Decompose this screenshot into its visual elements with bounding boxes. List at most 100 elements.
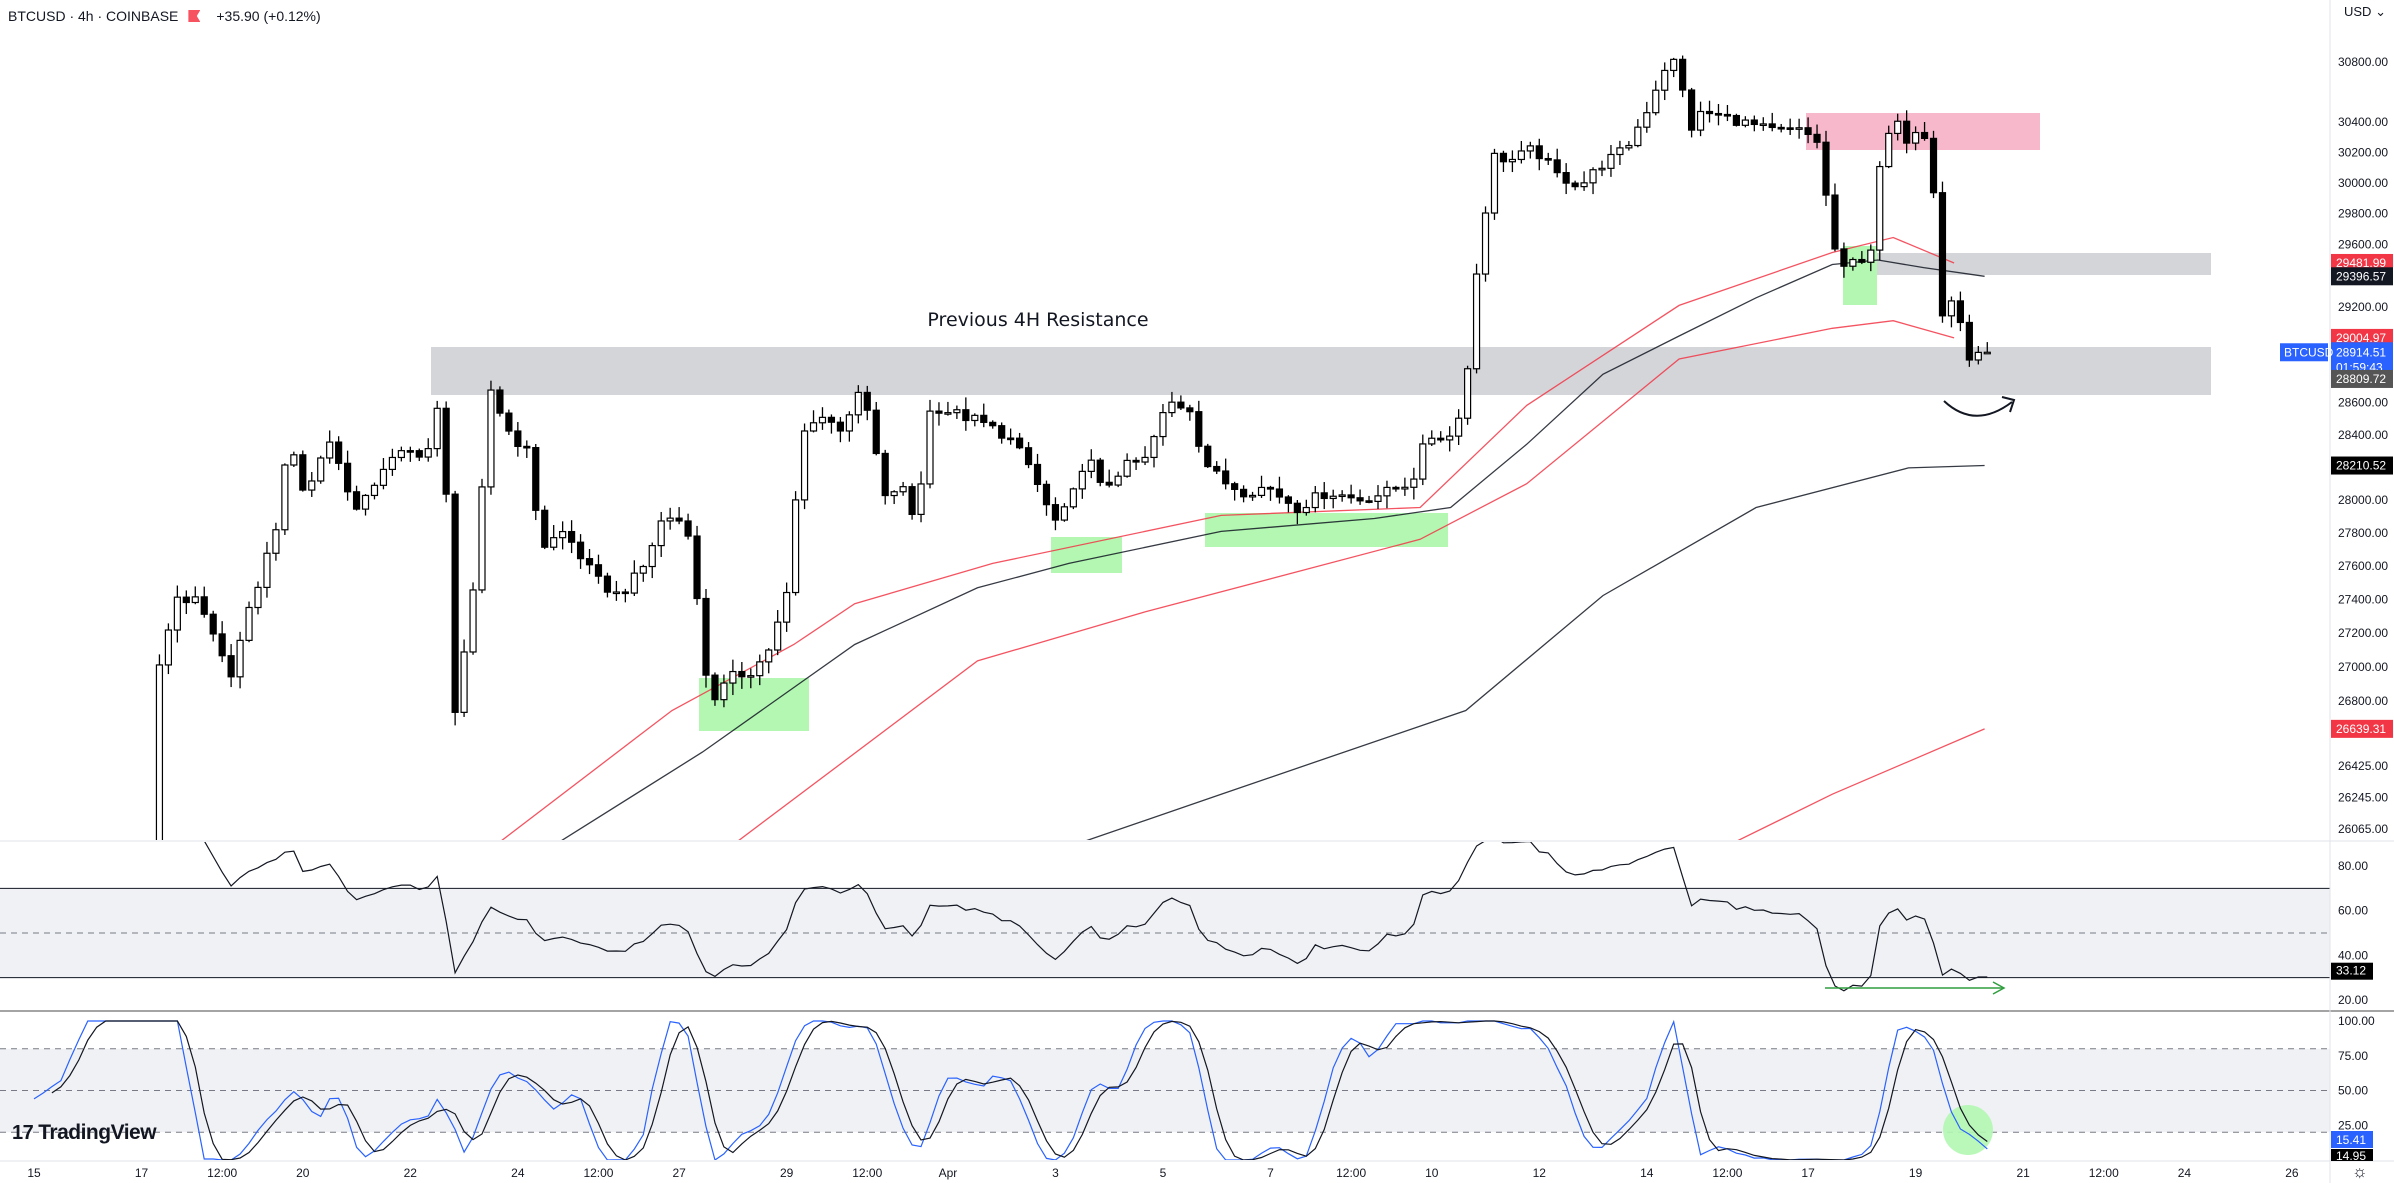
price-tick-label: 26065.00 [2338,822,2388,836]
candle [1616,140,1624,166]
candle-body-up [1463,368,1472,419]
candle-body-up [1311,492,1319,509]
candle [182,590,190,615]
stoch-d-line [51,1020,1988,1160]
candle [666,507,674,530]
candle-body-up [917,483,925,516]
candle [1168,391,1176,418]
candle [1929,130,1938,199]
candle-body-down [1956,300,1965,324]
candle-body-down [1553,159,1561,174]
symbol-title[interactable]: BTCUSD · 4h · COINBASE [8,8,179,24]
candle-body-down [1831,194,1839,250]
candle [1437,431,1445,443]
candle-body-up [1911,131,1920,144]
candle-body-up [139,851,145,858]
price-tick-label: 27600.00 [2338,559,2388,573]
candle-body-down [585,558,594,566]
flag-icon[interactable] [188,10,201,22]
symbol-tag[interactable] [2280,343,2328,362]
rsi-value: 33.12 [2336,964,2366,978]
candle-body-down [1195,411,1203,447]
candle [989,420,997,429]
candle [1544,152,1552,165]
candle [1885,125,1893,169]
candle-body-up [1114,475,1122,486]
tradingview-logo[interactable]: 17 TradingView [12,1121,157,1145]
candle-body-down [1347,494,1355,499]
candle-body-up [370,484,379,497]
time-tick-label: 24 [2178,1166,2192,1180]
candle [1607,145,1615,177]
candle-body-up [1759,123,1767,127]
candle [1293,500,1301,525]
candle-body-down [1903,120,1911,144]
time-tick-label: Apr [939,1166,958,1180]
candle [1401,477,1409,496]
candle [774,610,782,656]
candle-body-up [550,537,558,548]
time-tick-label: 21 [2016,1166,2030,1180]
candle-body-up [388,456,396,471]
candle [872,401,880,456]
candle [818,407,827,430]
candle-body-up [164,629,172,666]
time-tick-label: 15 [27,1166,41,1180]
candle-body-up [1410,478,1418,488]
candle-body-up [845,414,853,432]
price-tag-value: 29396.57 [2336,269,2386,283]
candle [1768,112,1776,132]
candle-body-up [103,878,109,885]
price-tag [2331,267,2393,286]
candle-body-up [1481,212,1490,275]
currency-selector[interactable]: USD ⌄ [2344,4,2386,20]
candle [809,410,818,433]
candle [478,478,486,594]
candle [1087,449,1095,479]
candle [1974,346,1982,365]
candle-body-up [774,621,782,651]
settings-gear-icon[interactable]: ☼ [2352,1162,2368,1181]
candle-body-up [1141,456,1149,463]
candle-body-up [1248,494,1257,498]
price-tick-label: 26800.00 [2338,694,2388,708]
candle [1849,257,1857,271]
candle [1679,55,1687,98]
candle-body-down [684,520,692,537]
candle-body-up [155,664,164,840]
candle [971,413,979,427]
time-axis[interactable]: 15 17 12:00 20 22 24 12:00 27 29 12:00 Apr 3 5 7 12:00… [27,1166,2299,1180]
candle [729,659,737,696]
candle-body-down [514,430,522,447]
candle [765,648,773,674]
candle [1903,110,1911,154]
candle-body-down [711,674,719,701]
candle [1490,148,1499,220]
candle [514,422,522,457]
candle [567,520,576,554]
candle-body-up [487,389,495,488]
candle [1571,180,1579,191]
candle [1177,395,1185,410]
tradingview-mark-icon: 17 [12,1121,34,1144]
candle-body-up [173,596,181,631]
candle-body-up [1490,152,1499,214]
candle-body-up [1446,435,1454,441]
price-tick-label: 27800.00 [2338,526,2388,540]
candle-body-up [720,682,728,701]
candle-body-up [890,491,898,497]
candle [1428,430,1436,447]
candle [1911,126,1920,151]
rsi-pane [0,842,2330,992]
candle [657,511,665,557]
price-tag-value: 28809.72 [2336,372,2386,386]
candle-body-down [1177,401,1185,409]
candle-body-up [1661,69,1669,91]
candle-body-down [675,517,683,522]
price-axis[interactable]: 30800.00 30400.00 30200.00 30000.00 29800.00… [2280,55,2393,1163]
candle [1266,485,1275,501]
candle-body-up [1123,459,1131,477]
candle-body-down [200,596,208,615]
price-tick-label: 26425.00 [2338,759,2388,773]
